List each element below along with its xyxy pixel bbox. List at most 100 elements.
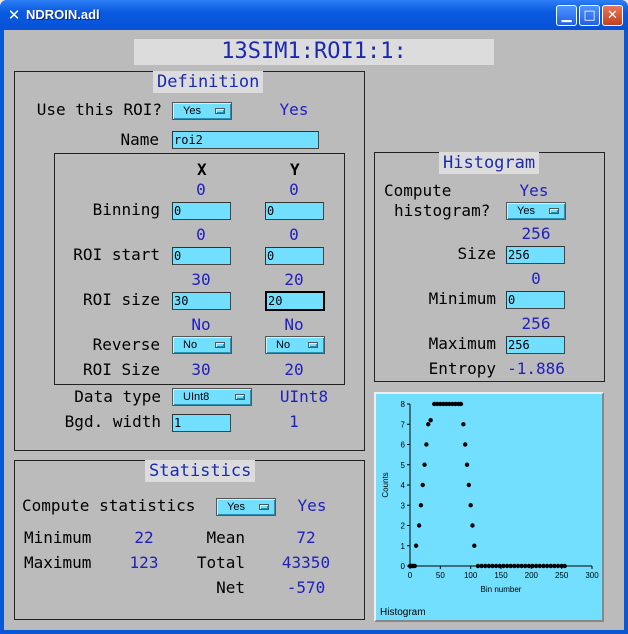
data-point <box>464 462 470 467</box>
data-type-readback: UInt8 <box>279 387 329 406</box>
hist-size-label: Size <box>457 244 496 263</box>
x-tick-label: 50 <box>436 571 445 580</box>
compute-statistics-menu-value: Yes <box>227 501 245 513</box>
x-tick-label: 100 <box>464 571 478 580</box>
x-logo-icon: ✕ <box>7 6 21 24</box>
hist-min-input[interactable] <box>506 291 565 309</box>
data-point <box>458 401 464 407</box>
statistics-title: Statistics <box>145 460 256 482</box>
definition-title: Definition <box>153 71 264 93</box>
y-tick-label: 3 <box>401 501 406 510</box>
reverse-y-menu[interactable]: No <box>265 336 325 354</box>
maximize-button[interactable]: □ <box>579 5 600 26</box>
hist-min-readback: 0 <box>531 269 541 288</box>
reverse-y-menu-value: No <box>276 339 291 351</box>
stat-minimum-label: Minimum <box>24 528 92 547</box>
data-point <box>450 401 455 407</box>
compute-histogram-label-1: Compute <box>384 181 452 200</box>
column-y-header: Y <box>290 160 300 179</box>
data-point <box>444 401 449 407</box>
data-point <box>479 563 484 569</box>
window-title: NDROIN.adl <box>26 7 100 22</box>
compute-histogram-menu[interactable]: Yes <box>506 202 566 220</box>
data-point <box>533 563 539 569</box>
compute-statistics-menu[interactable]: Yes <box>216 498 276 516</box>
data-point <box>501 563 506 569</box>
data-point <box>526 563 532 569</box>
compute-histogram-readback: Yes <box>519 181 549 200</box>
data-point <box>468 503 473 508</box>
roi-start-x-input[interactable] <box>172 247 231 265</box>
close-button[interactable]: ✕ <box>602 5 623 26</box>
data-point <box>413 543 419 548</box>
data-point <box>552 563 557 569</box>
data-point <box>490 563 495 569</box>
data-point <box>523 563 528 569</box>
y-axis-label: Counts <box>381 472 390 497</box>
data-point <box>548 563 553 569</box>
data-point <box>416 523 422 528</box>
data-point <box>424 442 429 447</box>
name-input[interactable] <box>172 131 319 149</box>
data-point <box>541 563 546 569</box>
data-point <box>420 482 425 488</box>
binning-x-input[interactable] <box>172 202 231 220</box>
data-point <box>515 563 521 569</box>
y-tick-label: 0 <box>401 562 406 571</box>
client-area: 13SIM1:ROI1:1: Definition Use this ROI? … <box>4 30 624 630</box>
title-bar[interactable]: ✕ NDROIN.adl ▁ □ ✕ <box>0 0 628 30</box>
data-point <box>512 563 517 569</box>
data-type-menu[interactable]: UInt8 <box>172 388 252 406</box>
menu-indicator-icon <box>549 208 559 214</box>
data-point <box>412 563 418 569</box>
entropy-label: Entropy <box>428 359 496 378</box>
roi-size-rb-x: 30 <box>191 360 211 379</box>
use-roi-label: Use this ROI? <box>36 100 162 119</box>
pv-prefix-title: 13SIM1:ROI1:1: <box>134 39 494 65</box>
stat-minimum-value: 22 <box>134 528 154 547</box>
data-point <box>447 401 452 407</box>
data-point <box>483 563 488 569</box>
compute-histogram-label-2: histogram? <box>394 201 491 220</box>
histogram-plot: 0 1 2 3 4 5 6 7 8 0 50 100 150 200 250 300 Bin number Cou… <box>374 392 604 622</box>
hist-max-label: Maximum <box>428 334 496 353</box>
histogram-chart-svg: 0 1 2 3 4 5 6 7 8 0 50 100 150 200 250 300 Bin number Cou… <box>381 400 599 594</box>
binning-x-readback: 0 <box>196 180 206 199</box>
hist-size-readback: 256 <box>521 224 551 243</box>
data-point <box>470 523 475 528</box>
roi-size-y-readback: 20 <box>284 270 304 289</box>
data-type-menu-value: UInt8 <box>183 391 210 403</box>
data-point <box>519 563 524 569</box>
roi-start-y-input[interactable] <box>265 247 324 265</box>
data-point <box>418 503 424 508</box>
x-tick-label: 250 <box>555 571 569 580</box>
y-tick-label: 1 <box>401 542 406 551</box>
bgd-width-input[interactable] <box>172 414 231 432</box>
data-point <box>562 563 567 569</box>
data-point <box>463 442 468 447</box>
use-roi-menu[interactable]: Yes <box>172 102 232 120</box>
compute-histogram-menu-value: Yes <box>517 205 535 217</box>
x-tick-label: 0 <box>408 571 413 580</box>
reverse-x-menu-value: No <box>183 339 198 351</box>
y-tick-label: 2 <box>401 522 406 531</box>
data-point <box>497 563 502 569</box>
roi-size-y-input[interactable] <box>265 291 325 311</box>
data-point <box>537 563 543 569</box>
stat-net-label: Net <box>216 578 245 597</box>
y-tick-label: 6 <box>401 441 406 450</box>
data-point <box>422 462 427 467</box>
roi-size-label: ROI size <box>82 290 160 309</box>
x-tick-label: 200 <box>525 571 539 580</box>
binning-y-input[interactable] <box>265 202 324 220</box>
roi-size-x-input[interactable] <box>172 292 231 310</box>
data-point <box>486 563 492 569</box>
menu-indicator-icon <box>259 504 269 510</box>
hist-max-input[interactable] <box>506 336 565 354</box>
reverse-x-menu[interactable]: No <box>172 336 232 354</box>
hist-size-input[interactable] <box>506 246 565 264</box>
reverse-y-readback: No <box>284 315 304 334</box>
minimize-button[interactable]: ▁ <box>556 5 577 26</box>
stat-mean-value: 72 <box>296 528 316 547</box>
